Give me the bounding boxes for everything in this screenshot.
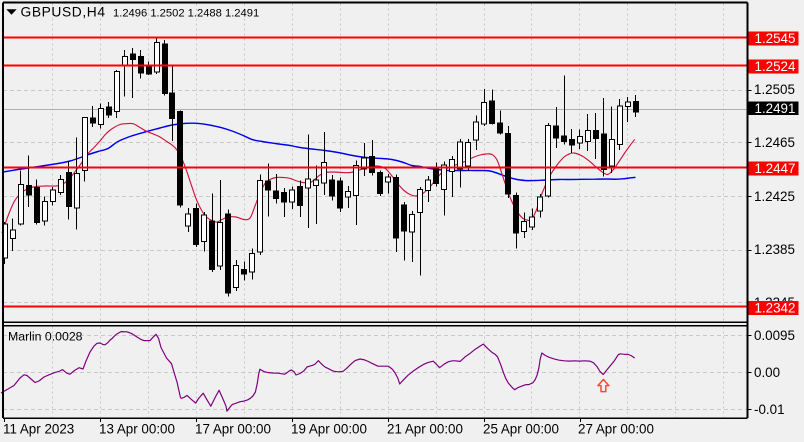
svg-text:1.2425: 1.2425	[754, 189, 795, 204]
svg-text:17 Apr 00:00: 17 Apr 00:00	[195, 422, 271, 437]
svg-text:0.0095: 0.0095	[754, 328, 795, 343]
svg-text:Marlin 0.0028: Marlin 0.0028	[8, 330, 83, 344]
svg-text:1.2524: 1.2524	[755, 59, 797, 74]
svg-text:11 Apr 2023: 11 Apr 2023	[3, 422, 74, 437]
svg-text:1.2505: 1.2505	[754, 82, 795, 97]
svg-text:27 Apr 00:00: 27 Apr 00:00	[578, 422, 654, 437]
svg-text:1.2491: 1.2491	[755, 101, 796, 116]
svg-text:1.2545: 1.2545	[755, 31, 796, 46]
svg-text:1.2447: 1.2447	[755, 161, 796, 176]
svg-text:1.2342: 1.2342	[755, 301, 796, 316]
svg-text:13 Apr 00:00: 13 Apr 00:00	[99, 422, 175, 437]
svg-text:25 Apr 00:00: 25 Apr 00:00	[483, 422, 559, 437]
svg-text:-0.01: -0.01	[754, 402, 785, 417]
svg-text:19 Apr 00:00: 19 Apr 00:00	[291, 422, 367, 437]
svg-text:1.2496 1.2502 1.2488 1.2491: 1.2496 1.2502 1.2488 1.2491	[113, 8, 259, 20]
svg-text:0.00: 0.00	[754, 365, 780, 380]
svg-text:21 Apr 00:00: 21 Apr 00:00	[387, 422, 463, 437]
svg-text:1.2465: 1.2465	[754, 135, 795, 150]
svg-text:1.2385: 1.2385	[754, 242, 795, 257]
svg-text:GBPUSD,H4: GBPUSD,H4	[21, 5, 106, 20]
